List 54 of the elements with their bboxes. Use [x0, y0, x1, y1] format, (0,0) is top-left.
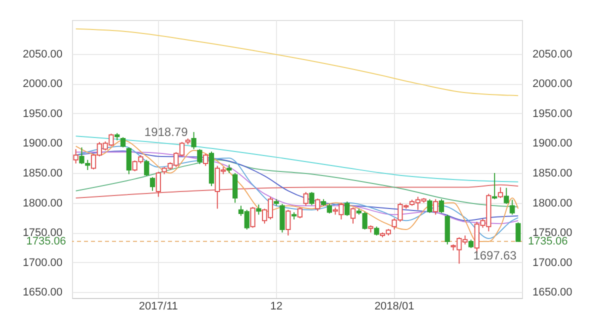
candlestick: [326, 203, 332, 214]
candlestick: [510, 199, 515, 216]
line-series: [75, 184, 519, 198]
candlestick: [309, 192, 314, 206]
candlestick: [433, 198, 438, 216]
candlestick: [350, 207, 356, 224]
candlestick: [280, 203, 285, 234]
candlestick: [232, 172, 238, 204]
y-tick-label: 1700.00: [22, 256, 62, 269]
candlestick: [144, 159, 150, 176]
candlestick: [492, 172, 498, 200]
y-tick-label: 1800.00: [22, 197, 62, 210]
annotation: 1918.79: [144, 125, 188, 140]
y-tick-label: 1900.00: [22, 138, 62, 150]
candlestick: [150, 176, 156, 192]
x-tick-label: 2017/11: [138, 300, 178, 312]
y-tick-label: 2050.00: [22, 48, 62, 60]
x-tick-label: 2018/01: [374, 300, 414, 312]
y2-tick-label: 2050.00: [532, 48, 572, 60]
line-series: [75, 28, 519, 96]
candlestick: [504, 187, 509, 204]
y2-tick-label: 1850.00: [532, 167, 572, 180]
candlestick: [191, 132, 196, 150]
candlestick: [438, 198, 444, 214]
y2-tick-label: 1800.00: [532, 197, 572, 210]
candlestick: [297, 207, 303, 219]
line-series: [75, 136, 519, 182]
candlestick: [156, 171, 161, 198]
y-tick-label: 1650.00: [22, 286, 62, 299]
candlestick: [256, 204, 262, 216]
y2-tick-label: 1650.00: [532, 286, 572, 299]
candlestick: [344, 201, 350, 216]
candlestick: [250, 206, 256, 228]
y2-tick-label: 1950.00: [532, 108, 572, 120]
x-tick-label: 12: [270, 300, 282, 312]
candlestick: [516, 222, 521, 242]
candlestick: [203, 153, 208, 166]
y2-tick-label: 1900.00: [532, 138, 572, 150]
candlestick: [73, 148, 78, 164]
candlestick: [315, 198, 320, 212]
y-tick-label: 1850.00: [22, 167, 62, 180]
y-tick-label: 2000.00: [22, 78, 62, 90]
y2-tick-label: 1700.00: [532, 256, 572, 269]
candlestick: [427, 198, 432, 214]
annotation: 1697.63: [473, 248, 517, 263]
line-series: [75, 159, 519, 208]
candlestick: [126, 146, 132, 175]
y2-tick-label: 2000.00: [532, 78, 572, 90]
candlestick: [498, 186, 504, 198]
candlestick: [286, 209, 291, 236]
candlestick: [120, 136, 126, 148]
candlestick: [197, 148, 202, 165]
candlestick: [303, 192, 308, 206]
y-tick-label: 1950.00: [22, 108, 62, 120]
